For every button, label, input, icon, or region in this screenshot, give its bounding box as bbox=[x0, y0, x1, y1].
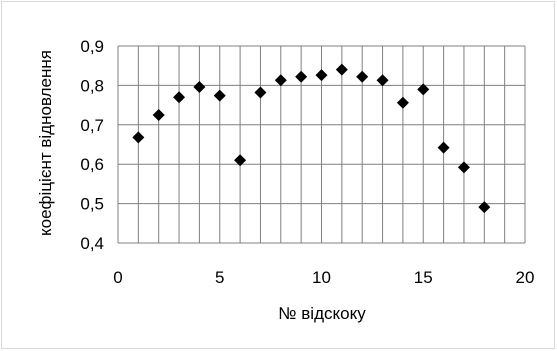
y-tick-label: 0,5 bbox=[80, 195, 104, 214]
data-point bbox=[437, 141, 450, 154]
y-tick-label: 0,6 bbox=[80, 155, 104, 174]
y-tick-label: 0,9 bbox=[80, 37, 104, 56]
data-point bbox=[132, 131, 145, 144]
x-tick-label: 20 bbox=[516, 268, 535, 287]
data-point bbox=[295, 70, 308, 83]
data-point bbox=[213, 89, 226, 102]
data-point bbox=[193, 80, 206, 93]
axes bbox=[117, 46, 525, 244]
x-tick-label: 5 bbox=[215, 268, 224, 287]
data-point bbox=[274, 74, 287, 87]
y-tick-label: 0,7 bbox=[80, 116, 104, 135]
data-point bbox=[254, 86, 267, 99]
data-point bbox=[457, 161, 470, 174]
data-point bbox=[173, 91, 186, 104]
x-axis-title: № відскоку bbox=[278, 304, 366, 323]
data-point bbox=[152, 108, 165, 121]
data-point bbox=[315, 69, 328, 82]
x-tick-label: 15 bbox=[414, 268, 433, 287]
x-tick-label: 0 bbox=[113, 268, 122, 287]
y-axis-title: коефіцієнт відновлення bbox=[36, 50, 55, 236]
data-points bbox=[132, 63, 491, 214]
data-point bbox=[478, 201, 491, 214]
y-tick-label: 0,8 bbox=[80, 76, 104, 95]
data-point bbox=[376, 74, 389, 87]
data-point bbox=[234, 154, 247, 167]
y-tick-label: 0,4 bbox=[80, 234, 104, 253]
y-tick-labels: 0,4 0,5 0,6 0,7 0,8 0,9 bbox=[80, 37, 104, 253]
data-point bbox=[417, 83, 430, 96]
data-point bbox=[396, 96, 409, 109]
data-point bbox=[356, 70, 369, 83]
x-tick-label: 10 bbox=[312, 268, 331, 287]
x-tick-labels: 0 5 10 15 20 bbox=[113, 268, 534, 287]
data-point bbox=[335, 63, 348, 76]
